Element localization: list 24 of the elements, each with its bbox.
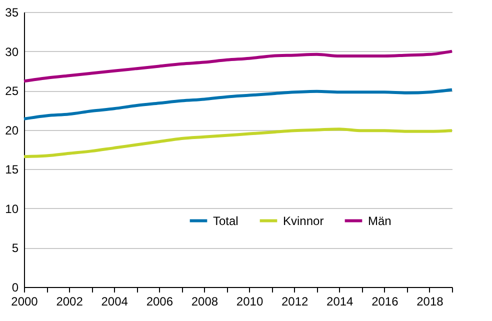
legend-label: Total (213, 214, 238, 228)
y-tick-label: 10 (5, 202, 19, 216)
y-tick-label: 35 (5, 6, 19, 20)
y-tick-label: 0 (12, 280, 19, 294)
x-tick-label: 2004 (101, 294, 128, 308)
x-tick-label: 2014 (326, 294, 354, 308)
x-tick-label: 2010 (236, 294, 264, 308)
line-series (22, 128, 454, 158)
x-tick-label: 2018 (416, 294, 444, 308)
x-tick-label: 2016 (372, 294, 399, 308)
line-series (22, 88, 454, 120)
legend-label: Män (368, 214, 392, 228)
y-tick-label: 25 (5, 84, 19, 98)
x-tick-label: 2012 (281, 294, 308, 308)
y-tick-label: 20 (5, 123, 19, 138)
line-series (22, 50, 454, 83)
y-tick-label: 15 (5, 162, 19, 177)
x-tick-label: 2006 (146, 294, 174, 308)
legend-label: Kvinnor (283, 214, 324, 228)
x-tick-label: 2008 (191, 294, 218, 308)
x-tick-label: 2002 (56, 294, 84, 308)
x-tick-label: 2000 (11, 294, 38, 308)
y-tick-label: 5 (12, 241, 19, 256)
y-tick-label: 30 (5, 44, 19, 59)
